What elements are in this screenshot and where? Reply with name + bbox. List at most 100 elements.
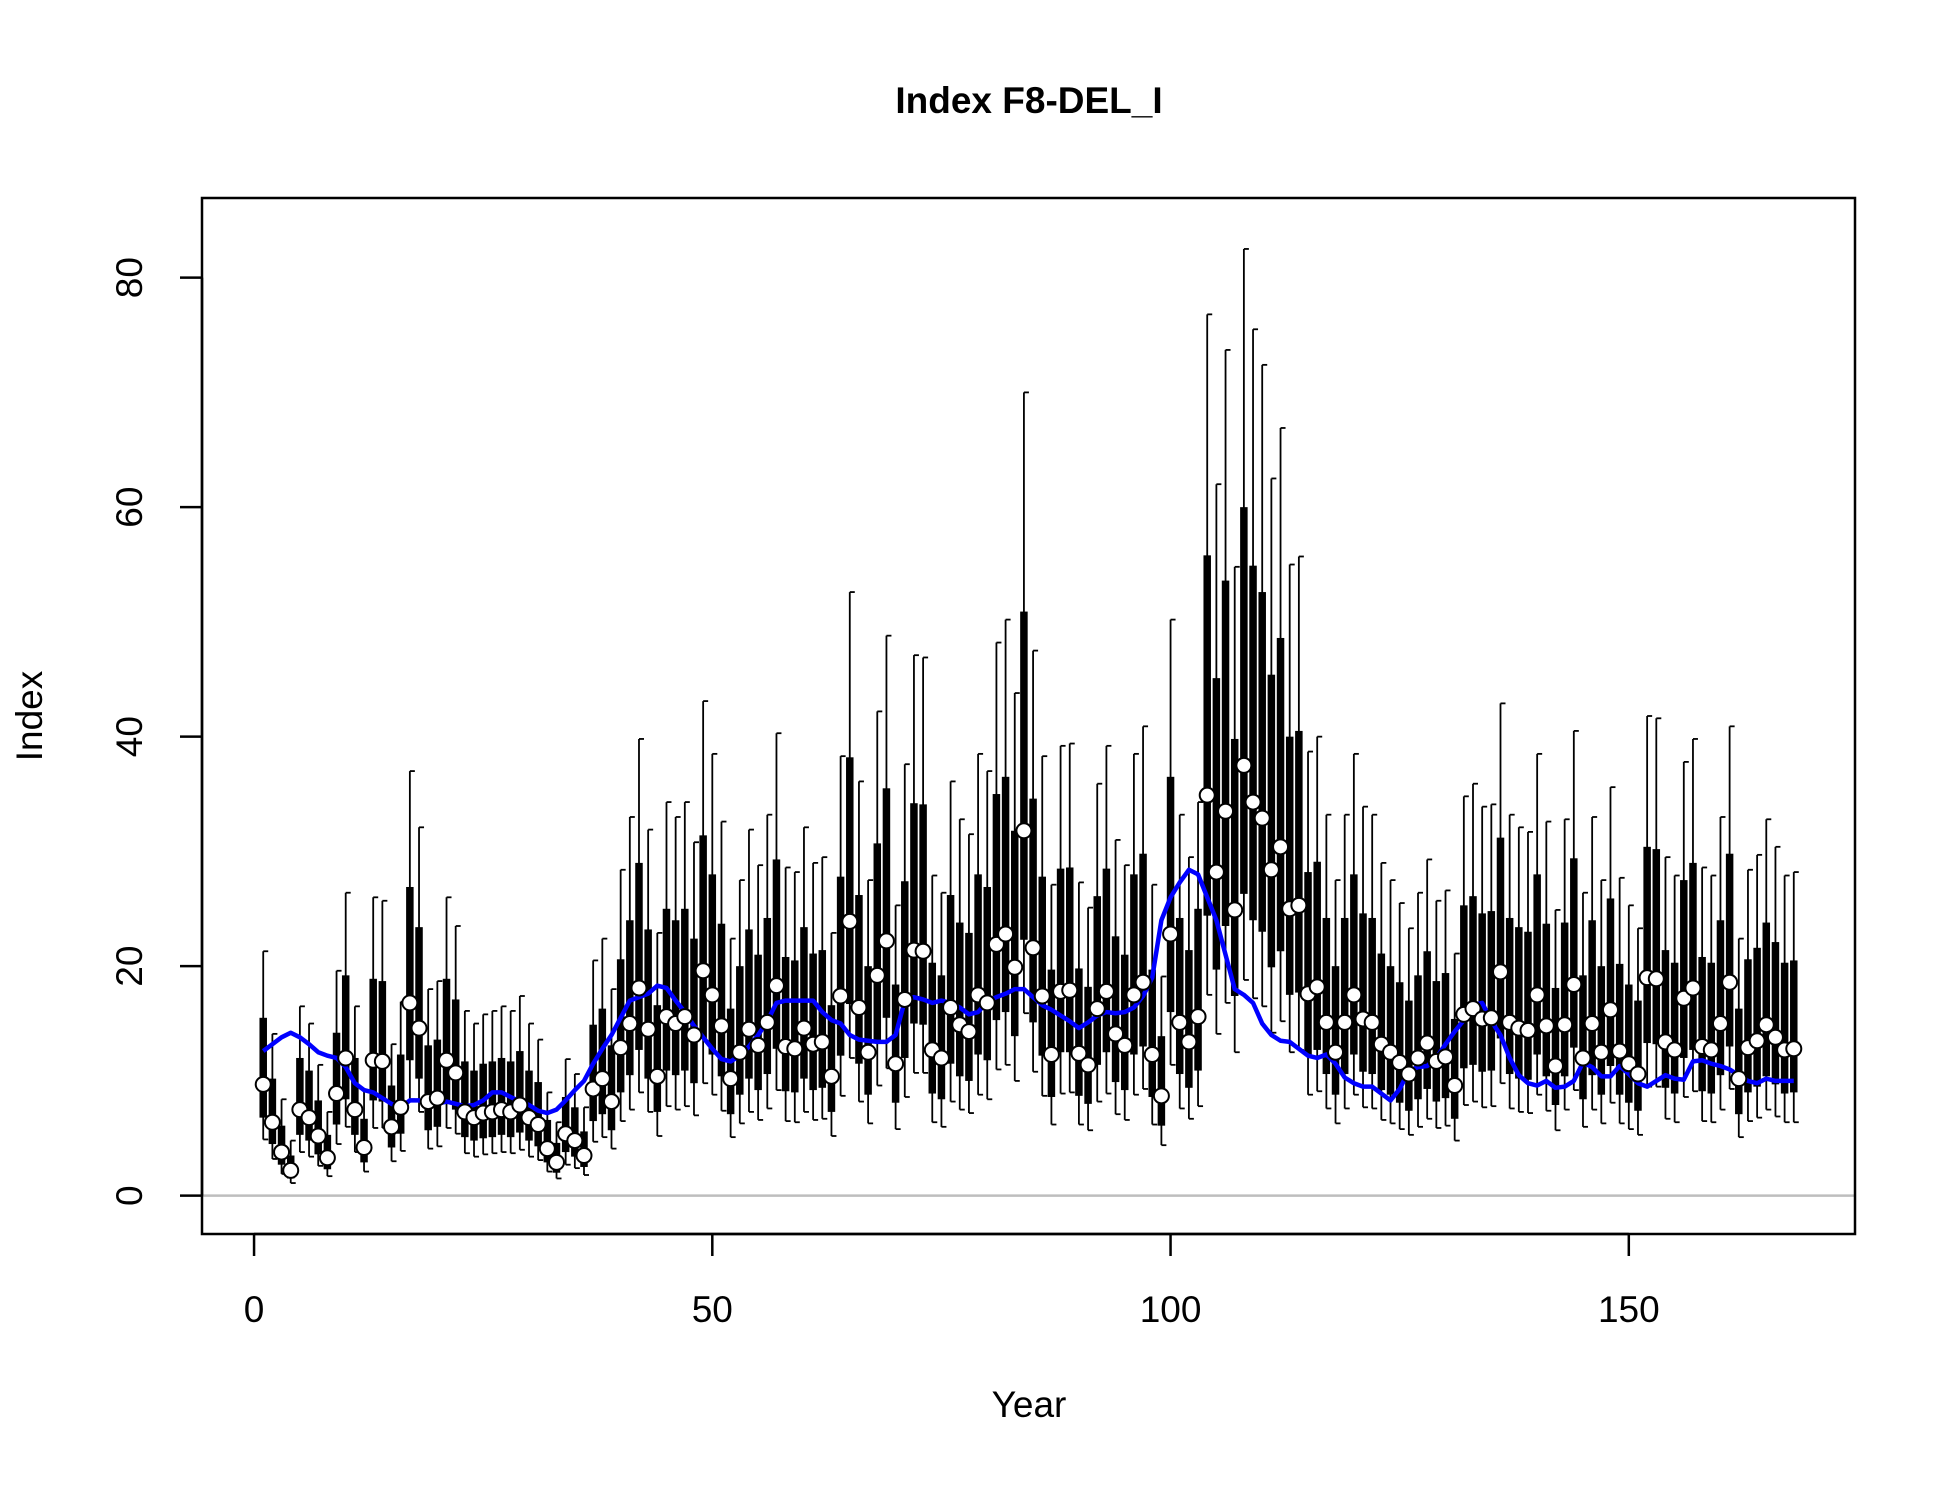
point [630, 979, 648, 997]
interval-box [635, 862, 643, 1050]
interval-box [864, 966, 872, 1095]
interval-box [1175, 917, 1184, 1075]
interval-box [1716, 920, 1725, 1076]
point [1702, 1041, 1720, 1059]
interval-box [1707, 962, 1716, 1094]
point [859, 1043, 877, 1061]
interval-box [919, 804, 927, 1025]
point [1574, 1049, 1592, 1067]
point [1647, 970, 1665, 988]
interval-box [1065, 867, 1074, 1053]
interval-box [1780, 962, 1789, 1094]
point [355, 1138, 373, 1156]
interval-box [956, 922, 964, 1077]
interval-box [1203, 555, 1211, 916]
point [1272, 838, 1290, 856]
point [1748, 1032, 1766, 1050]
interval-box [1359, 913, 1367, 1072]
point [1006, 958, 1024, 976]
interval-box [406, 886, 414, 1061]
point [1088, 1000, 1106, 1018]
interval-box [1395, 982, 1404, 1103]
interval-box [772, 859, 781, 1049]
interval-box [1258, 592, 1266, 932]
point [602, 1093, 620, 1111]
point [392, 1098, 410, 1116]
point [1721, 973, 1739, 991]
interval-box [1625, 984, 1633, 1103]
point [438, 1051, 456, 1069]
point [1757, 1016, 1775, 1034]
interval-box [690, 938, 698, 1084]
interval-box [891, 984, 900, 1103]
point [1482, 1009, 1500, 1027]
point [621, 1015, 639, 1033]
point [309, 1127, 327, 1145]
interval-box [1285, 736, 1294, 995]
point [1491, 963, 1509, 981]
interval-box [800, 927, 808, 1079]
interval-box [1011, 830, 1019, 1037]
point [960, 1023, 978, 1041]
interval-box [1194, 908, 1202, 1071]
point [1327, 1043, 1345, 1061]
point [1611, 1042, 1629, 1060]
point [337, 1049, 355, 1067]
point [942, 998, 960, 1016]
point [1391, 1054, 1409, 1072]
y-tick-label: 20 [109, 946, 150, 987]
point [1079, 1056, 1097, 1074]
interval-box [1579, 975, 1587, 1100]
interval-box [607, 1045, 616, 1131]
point [1437, 1048, 1455, 1066]
point [612, 1039, 630, 1057]
point [1345, 986, 1363, 1004]
interval-box [1331, 966, 1340, 1095]
interval-box [433, 1039, 442, 1127]
interval-box [461, 1061, 469, 1138]
point [373, 1052, 391, 1070]
point [767, 977, 785, 995]
interval-box [1478, 913, 1486, 1072]
point [593, 1070, 611, 1088]
point [914, 942, 932, 960]
interval-box [901, 881, 909, 1058]
point [1107, 1025, 1125, 1043]
point [1262, 861, 1280, 879]
interval-box [424, 1045, 432, 1131]
interval-box [827, 1005, 836, 1112]
interval-box [1020, 611, 1028, 940]
point [1042, 1046, 1060, 1064]
interval-box [781, 956, 790, 1092]
interval-box [616, 959, 625, 1093]
interval-box [1496, 837, 1505, 1039]
point [428, 1089, 446, 1107]
y-axis-label: Index [9, 670, 50, 761]
point [1189, 1008, 1207, 1026]
point [383, 1118, 401, 1136]
point [575, 1147, 593, 1165]
interval-box [1038, 876, 1046, 1056]
interval-box [442, 978, 451, 1101]
interval-box [818, 950, 827, 1088]
point [1207, 863, 1225, 881]
point [1015, 822, 1033, 840]
interval-box [1560, 922, 1569, 1077]
interval-box [305, 1070, 313, 1141]
interval-box [1762, 922, 1771, 1077]
point [712, 1017, 730, 1035]
interval-box [1386, 966, 1395, 1095]
point [1620, 1055, 1638, 1073]
interval-box [396, 1054, 405, 1134]
interval-box [1249, 565, 1257, 921]
interval-box [1634, 1000, 1642, 1111]
interval-box [1460, 905, 1468, 1069]
point [887, 1055, 905, 1073]
interval-box [1661, 950, 1670, 1088]
point [1546, 1057, 1564, 1075]
point [1592, 1043, 1610, 1061]
interval-box [1689, 862, 1697, 1050]
point [1785, 1040, 1803, 1058]
interval-box [1185, 950, 1193, 1088]
